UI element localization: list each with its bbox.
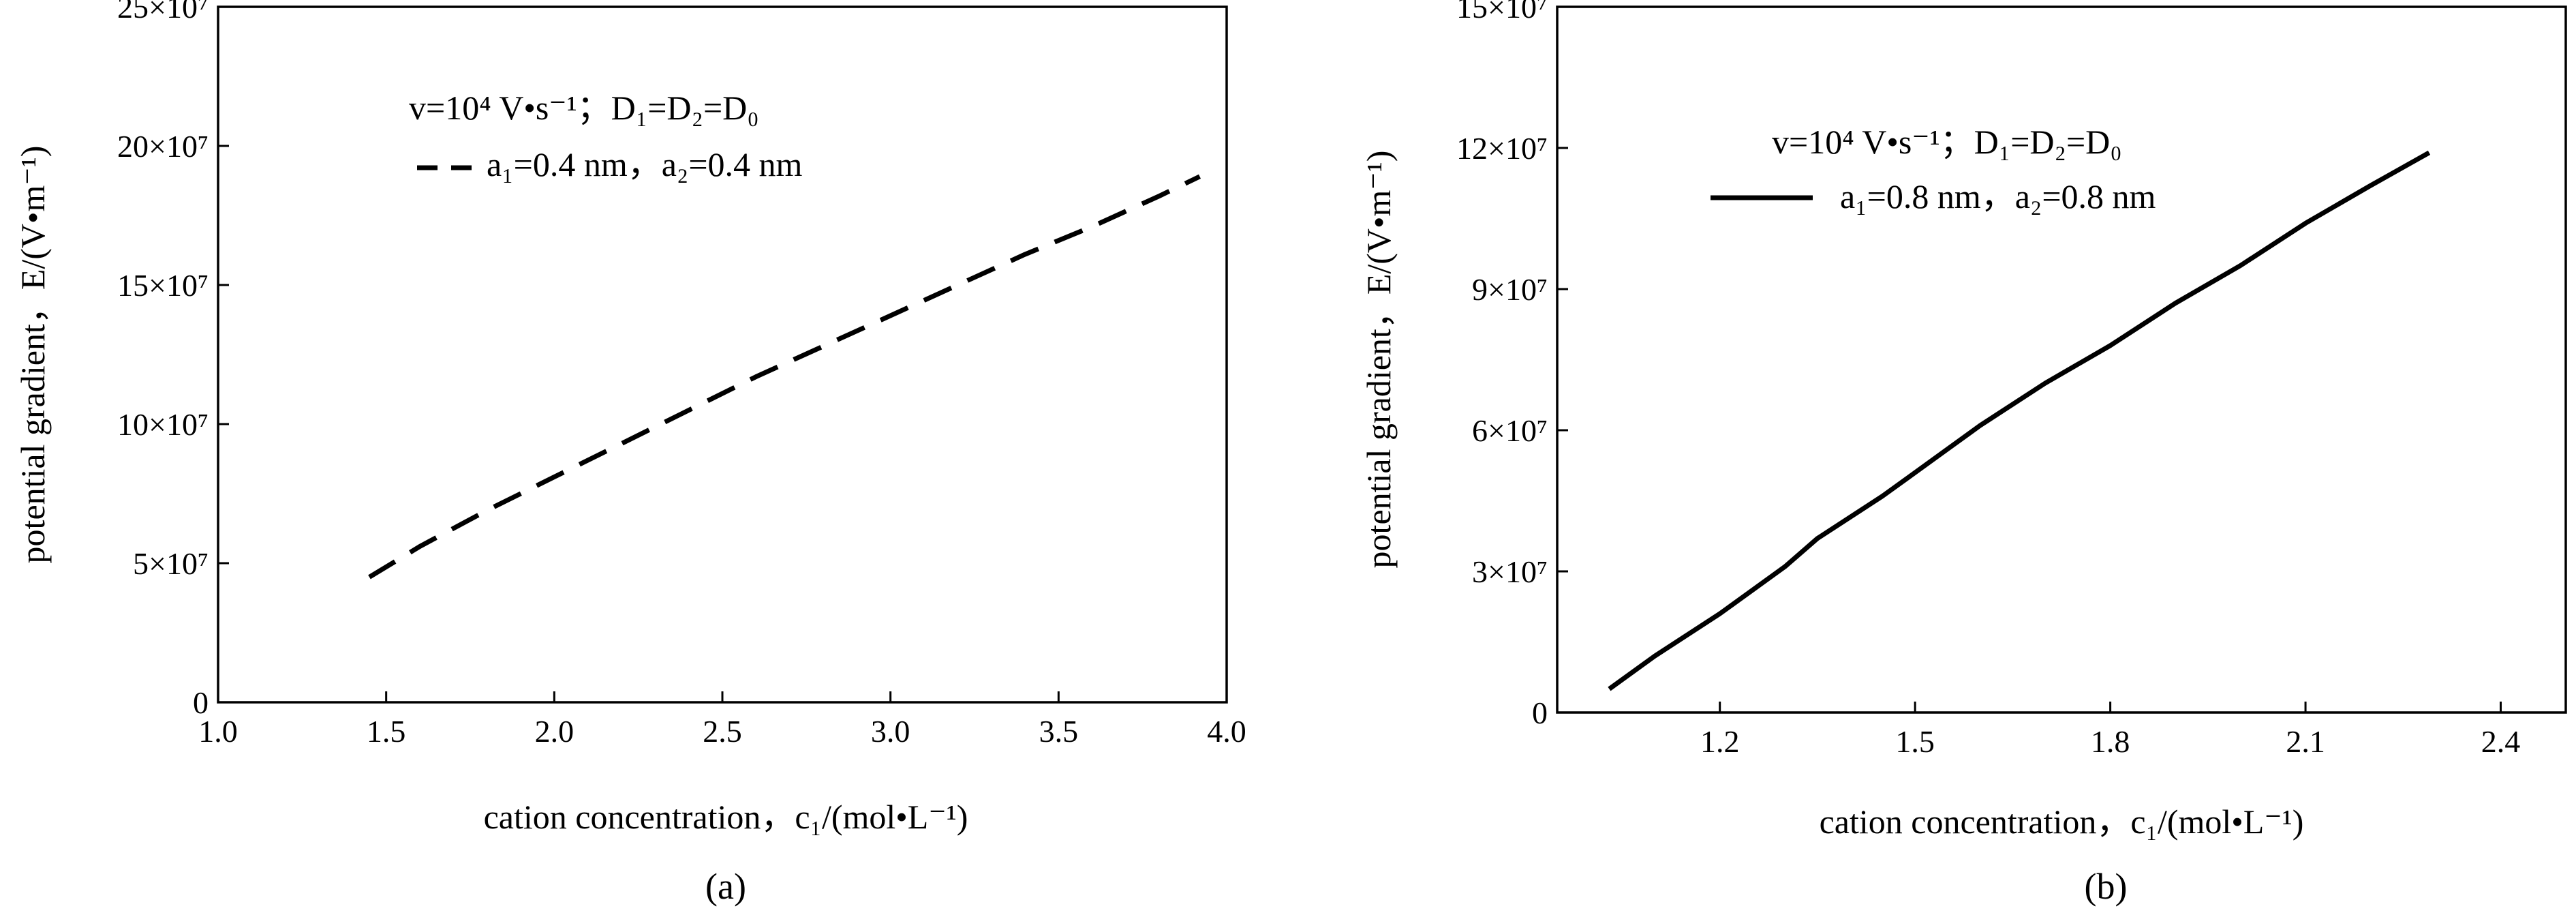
y-tick-label: 12×10⁷: [1456, 131, 1548, 166]
legend-label: a₁=0.4 nm，a₂=0.4 nm: [487, 145, 803, 183]
legend-label: a₁=0.8 nm，a₂=0.8 nm: [1840, 177, 2156, 215]
y-tick-label: 3×10⁷: [1472, 554, 1548, 589]
y-tick-label: 0: [1532, 695, 1548, 730]
x-tick-label: 1.5: [1895, 724, 1935, 759]
y-axis: 0 5×10⁷ 10×10⁷ 15×10⁷ 20×10⁷ 25×10⁷: [117, 0, 229, 720]
x-tick-label: 3.5: [1039, 714, 1079, 749]
x-axis: 1.0 1.5 2.0 2.5 3.0 3.5 4.0: [198, 691, 1246, 749]
chart-panel-a: 1.0 1.5 2.0 2.5 3.0 3.5 4.0 0 5×10⁷ 10×10⁷ 15×10⁷…: [14, 0, 1246, 907]
y-tick-label: 6×10⁷: [1472, 413, 1548, 448]
y-axis-title: potential gradient，E/(V•m⁻¹): [1360, 151, 1398, 569]
series-line-0: [1608, 150, 2431, 691]
annotation-text: v=10⁴ V•s⁻¹；D₁=D₂=D₀: [409, 89, 759, 127]
x-axis-title: cation concentration，c₁/(mol•L⁻¹): [484, 798, 968, 836]
y-tick-label: 10×10⁷: [117, 407, 209, 442]
y-tick-label: 15×10⁷: [1456, 0, 1548, 25]
x-tick-label: 1.2: [1700, 724, 1740, 759]
x-tick-label: 2.5: [703, 714, 742, 749]
series-line-0: [368, 174, 1201, 580]
series-layer: [368, 174, 1201, 580]
x-tick-label: 1.8: [2091, 724, 2130, 759]
x-axis-title: cation concentration，c₁/(mol•L⁻¹): [1820, 802, 2304, 841]
x-tick-label: 3.0: [871, 714, 910, 749]
x-tick-label: 2.1: [2286, 724, 2325, 759]
y-tick-label: 20×10⁷: [117, 129, 209, 164]
x-axis: 1.2 1.5 1.8 2.1 2.4: [1700, 702, 2520, 759]
y-axis: 0 3×10⁷ 6×10⁷ 9×10⁷ 12×10⁷ 15×10⁷: [1456, 0, 1568, 730]
panel-label: (b): [2085, 866, 2128, 907]
x-tick-label: 1.5: [367, 714, 406, 749]
y-tick-label: 9×10⁷: [1472, 272, 1548, 307]
annotation-text: v=10⁴ V•s⁻¹；D₁=D₂=D₀: [1772, 123, 2122, 161]
x-tick-label: 2.0: [535, 714, 574, 749]
y-tick-label: 5×10⁷: [133, 546, 209, 581]
chart-panel-b: 1.2 1.5 1.8 2.1 2.4 0 3×10⁷ 6×10⁷ 9×10⁷ 12×10⁷ 15…: [1360, 0, 2567, 907]
x-tick-label: 2.4: [2481, 724, 2521, 759]
y-tick-label: 25×10⁷: [117, 0, 209, 25]
y-tick-label: 15×10⁷: [117, 268, 209, 303]
x-tick-label: 1.0: [198, 714, 238, 749]
plot-frame: [1556, 5, 2567, 714]
y-tick-label: 0: [193, 685, 209, 720]
panel-label: (a): [705, 866, 746, 907]
series-layer: [1608, 150, 2431, 691]
y-axis-title: potential gradient，E/(V•m⁻¹): [14, 146, 52, 564]
x-tick-label: 4.0: [1207, 714, 1246, 749]
